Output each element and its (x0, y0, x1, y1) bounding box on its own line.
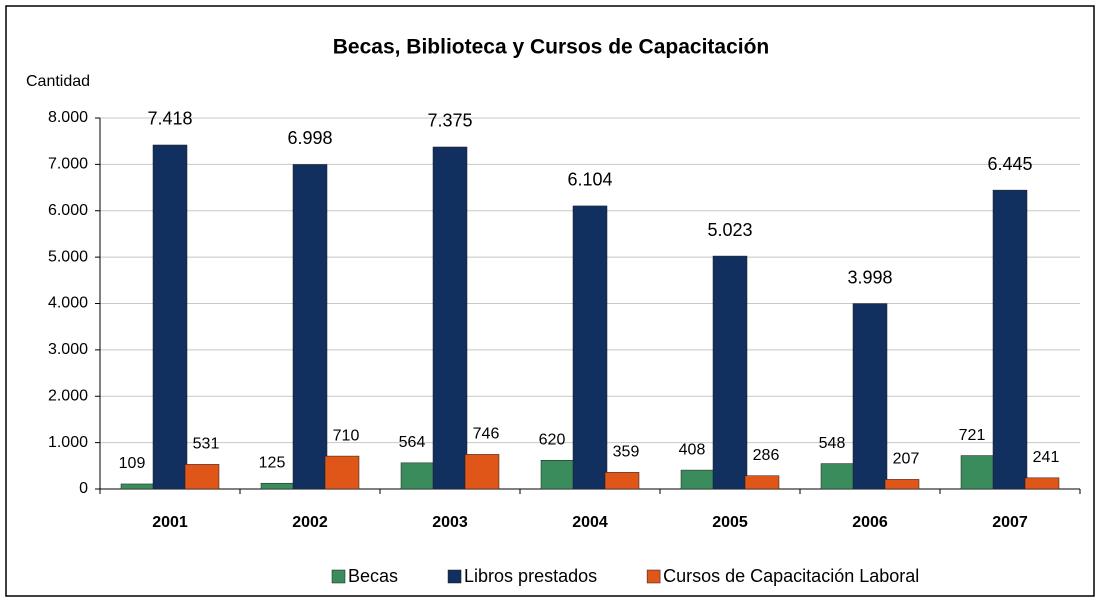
bar (400, 462, 436, 490)
y-tick-label: 6.000 (48, 202, 88, 219)
bar (884, 479, 920, 490)
data-label: 710 (333, 427, 360, 444)
chart-title: Becas, Biblioteca y Cursos de Capacitaci… (333, 36, 770, 59)
data-label: 531 (193, 436, 220, 453)
bar (712, 255, 748, 490)
bar (960, 455, 996, 490)
bar (152, 144, 188, 490)
data-label: 721 (959, 427, 986, 444)
legend-swatch (447, 569, 462, 584)
y-tick-label: 3.000 (48, 341, 88, 358)
data-label: 564 (399, 434, 426, 451)
legend-swatch (331, 569, 346, 584)
data-label: 7.418 (147, 109, 192, 129)
legend-label: Libros prestados (464, 566, 597, 586)
x-tick-label: 2007 (992, 514, 1028, 531)
data-label: 359 (613, 444, 640, 461)
data-label: 286 (753, 447, 780, 464)
bar (464, 454, 500, 490)
x-tick-label: 2003 (432, 514, 468, 531)
bar (292, 164, 328, 490)
y-tick-label: 7.000 (48, 156, 88, 173)
x-tick-label: 2001 (152, 514, 188, 531)
bar (852, 303, 888, 490)
data-label: 6.998 (287, 128, 332, 148)
x-tick-label: 2002 (292, 514, 328, 531)
x-tick-label: 2005 (712, 514, 748, 531)
bar (120, 483, 156, 490)
bar (324, 455, 360, 490)
data-label: 548 (819, 435, 846, 452)
y-axis-label: Cantidad (26, 73, 90, 90)
data-label: 125 (259, 454, 286, 471)
bar (820, 463, 856, 490)
data-label: 5.023 (707, 220, 752, 240)
bar (744, 475, 780, 490)
y-tick-label: 4.000 (48, 295, 88, 312)
bar (680, 469, 716, 490)
data-label: 109 (119, 455, 146, 472)
bar (992, 189, 1028, 490)
data-label: 408 (679, 441, 706, 458)
legend-label: Cursos de Capacitación Laboral (663, 566, 919, 586)
data-label: 207 (893, 451, 920, 468)
data-label: 3.998 (847, 267, 892, 287)
y-tick-label: 5.000 (48, 248, 88, 265)
y-tick-label: 2.000 (48, 387, 88, 404)
data-label: 746 (473, 426, 500, 443)
bar (260, 482, 296, 490)
x-tick-label: 2006 (852, 514, 888, 531)
data-label: 6.104 (567, 170, 612, 190)
data-label: 6.445 (987, 154, 1032, 174)
bar (572, 205, 608, 490)
data-label: 7.375 (427, 111, 472, 131)
y-tick-label: 0 (79, 480, 88, 497)
x-tick-label: 2004 (572, 514, 608, 531)
legend-label: Becas (348, 566, 398, 586)
bar (540, 459, 576, 490)
bar (184, 464, 220, 490)
bar (432, 146, 468, 490)
bar (1024, 477, 1060, 490)
bar (604, 472, 640, 490)
y-tick-label: 1.000 (48, 434, 88, 451)
legend-swatch (646, 569, 661, 584)
y-tick-label: 8.000 (48, 109, 88, 126)
chart-border (5, 5, 1095, 597)
data-label: 241 (1033, 449, 1060, 466)
data-label: 620 (539, 431, 566, 448)
